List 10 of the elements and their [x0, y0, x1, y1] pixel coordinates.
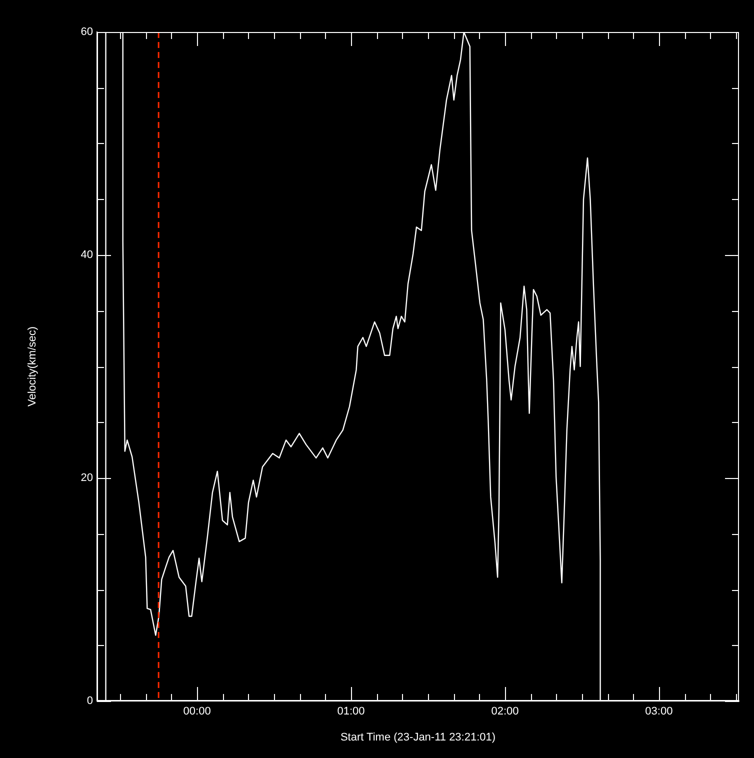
y-tick-label: 0	[86, 695, 93, 708]
x-tick-label: 03:00	[645, 706, 673, 718]
y-tick-label: 40	[80, 249, 93, 262]
y-axis-title: Velocity(km/sec)	[26, 326, 39, 407]
x-tick-label: 00:00	[183, 706, 211, 718]
y-tick-label: 20	[80, 472, 93, 484]
x-tick-label: 02:00	[491, 706, 519, 718]
y-tick-label: 60	[80, 26, 93, 38]
x-axis-title: Start Time (23-Jan-11 23:21:01)	[340, 731, 496, 744]
x-tick-label: 01:00	[337, 706, 365, 718]
